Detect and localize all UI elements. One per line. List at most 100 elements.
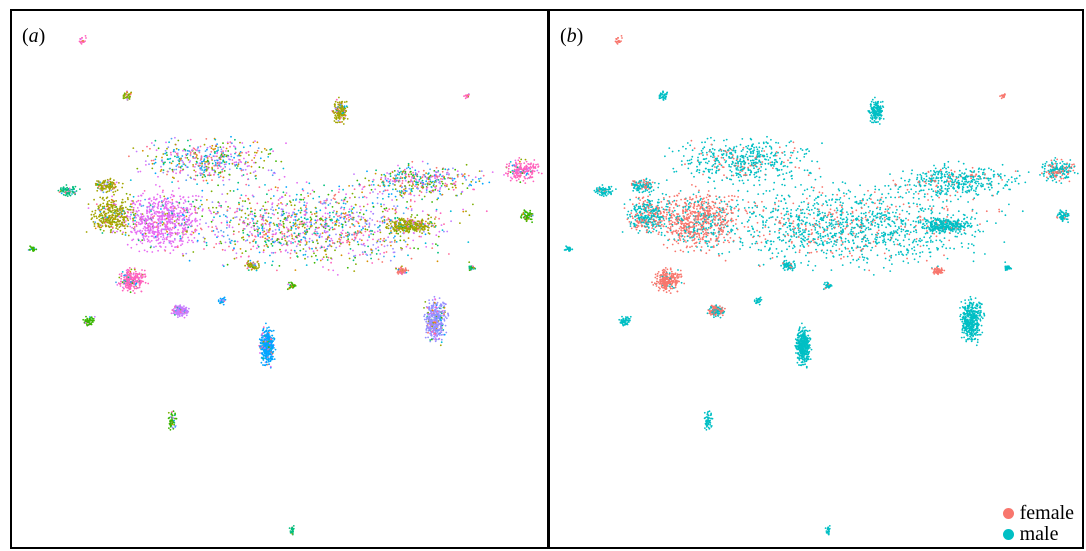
point-a xyxy=(306,218,309,221)
point-a xyxy=(410,179,412,182)
point-a xyxy=(530,166,533,169)
point-a xyxy=(252,195,255,198)
point-a xyxy=(403,168,406,171)
point-a xyxy=(412,174,415,177)
point-a xyxy=(265,356,268,358)
point-a xyxy=(140,194,143,197)
point-a xyxy=(353,270,356,272)
point-a xyxy=(261,342,263,345)
point-a xyxy=(186,149,189,152)
point-a xyxy=(372,184,375,186)
point-a xyxy=(175,172,178,175)
point-a xyxy=(379,224,381,227)
point-a xyxy=(158,185,161,188)
point-a xyxy=(229,158,231,161)
point-a xyxy=(247,184,250,187)
point-a xyxy=(174,239,176,241)
point-a xyxy=(128,288,131,291)
point-a xyxy=(113,200,116,203)
point-a xyxy=(414,169,417,172)
point-a xyxy=(260,357,263,359)
point-a xyxy=(436,244,439,247)
point-a xyxy=(154,161,157,164)
point-a xyxy=(287,228,290,231)
point-a xyxy=(205,138,208,140)
point-a xyxy=(201,176,204,179)
point-a xyxy=(428,175,431,178)
point-a xyxy=(375,169,377,172)
point-a xyxy=(202,208,204,211)
point-a xyxy=(279,224,281,226)
point-a xyxy=(460,173,463,176)
point-a xyxy=(194,166,196,168)
point-a xyxy=(211,168,214,170)
point-a xyxy=(383,207,386,210)
point-a xyxy=(433,323,436,325)
point-a xyxy=(338,240,341,243)
point-a xyxy=(429,174,432,177)
point-a xyxy=(193,205,196,208)
point-a xyxy=(394,209,397,212)
point-a xyxy=(179,235,182,238)
point-a xyxy=(266,238,268,241)
point-a xyxy=(222,213,225,216)
point-a xyxy=(213,211,215,214)
point-a xyxy=(277,203,280,205)
point-a xyxy=(177,159,180,162)
point-a xyxy=(485,210,488,213)
point-a xyxy=(348,243,351,246)
point-a xyxy=(328,229,331,231)
point-a xyxy=(354,231,357,234)
point-a xyxy=(420,235,422,238)
point-a xyxy=(389,219,392,222)
point-a xyxy=(196,219,198,222)
point-a xyxy=(162,204,165,207)
point-a xyxy=(413,194,416,197)
point-a xyxy=(362,227,364,230)
point-a xyxy=(331,222,334,224)
point-a xyxy=(364,218,366,221)
point-a xyxy=(187,159,190,161)
point-a xyxy=(142,273,145,276)
point-a xyxy=(151,167,154,170)
point-a xyxy=(183,216,186,219)
point-a xyxy=(269,360,272,363)
point-a xyxy=(144,229,147,232)
point-a xyxy=(519,164,522,167)
point-a xyxy=(481,182,484,185)
point-a xyxy=(182,168,185,171)
point-a xyxy=(421,218,424,221)
point-a xyxy=(253,224,256,227)
point-a xyxy=(365,223,368,226)
point-a xyxy=(162,189,164,192)
point-a xyxy=(153,196,155,199)
point-a xyxy=(355,234,358,237)
point-a xyxy=(294,225,297,228)
point-a xyxy=(342,188,344,191)
point-a xyxy=(273,337,276,340)
point-a xyxy=(248,154,250,156)
point-a xyxy=(374,188,377,191)
point-a xyxy=(428,315,431,318)
point-a xyxy=(196,147,199,150)
point-a xyxy=(363,244,366,247)
point-a xyxy=(453,177,456,180)
point-a xyxy=(405,245,408,248)
point-a xyxy=(171,212,174,215)
point-a xyxy=(377,238,380,241)
point-a xyxy=(193,147,196,150)
point-a xyxy=(441,180,443,183)
point-a xyxy=(98,215,100,218)
point-a xyxy=(258,251,261,254)
point-a xyxy=(427,329,430,332)
point-a xyxy=(123,221,126,224)
point-a xyxy=(272,329,275,332)
point-a xyxy=(429,220,432,223)
point-a xyxy=(121,233,124,236)
point-a xyxy=(130,206,133,208)
point-a xyxy=(220,152,223,155)
point-a xyxy=(175,208,178,210)
point-a xyxy=(300,220,303,223)
point-a xyxy=(387,184,390,187)
point-a xyxy=(286,231,289,234)
